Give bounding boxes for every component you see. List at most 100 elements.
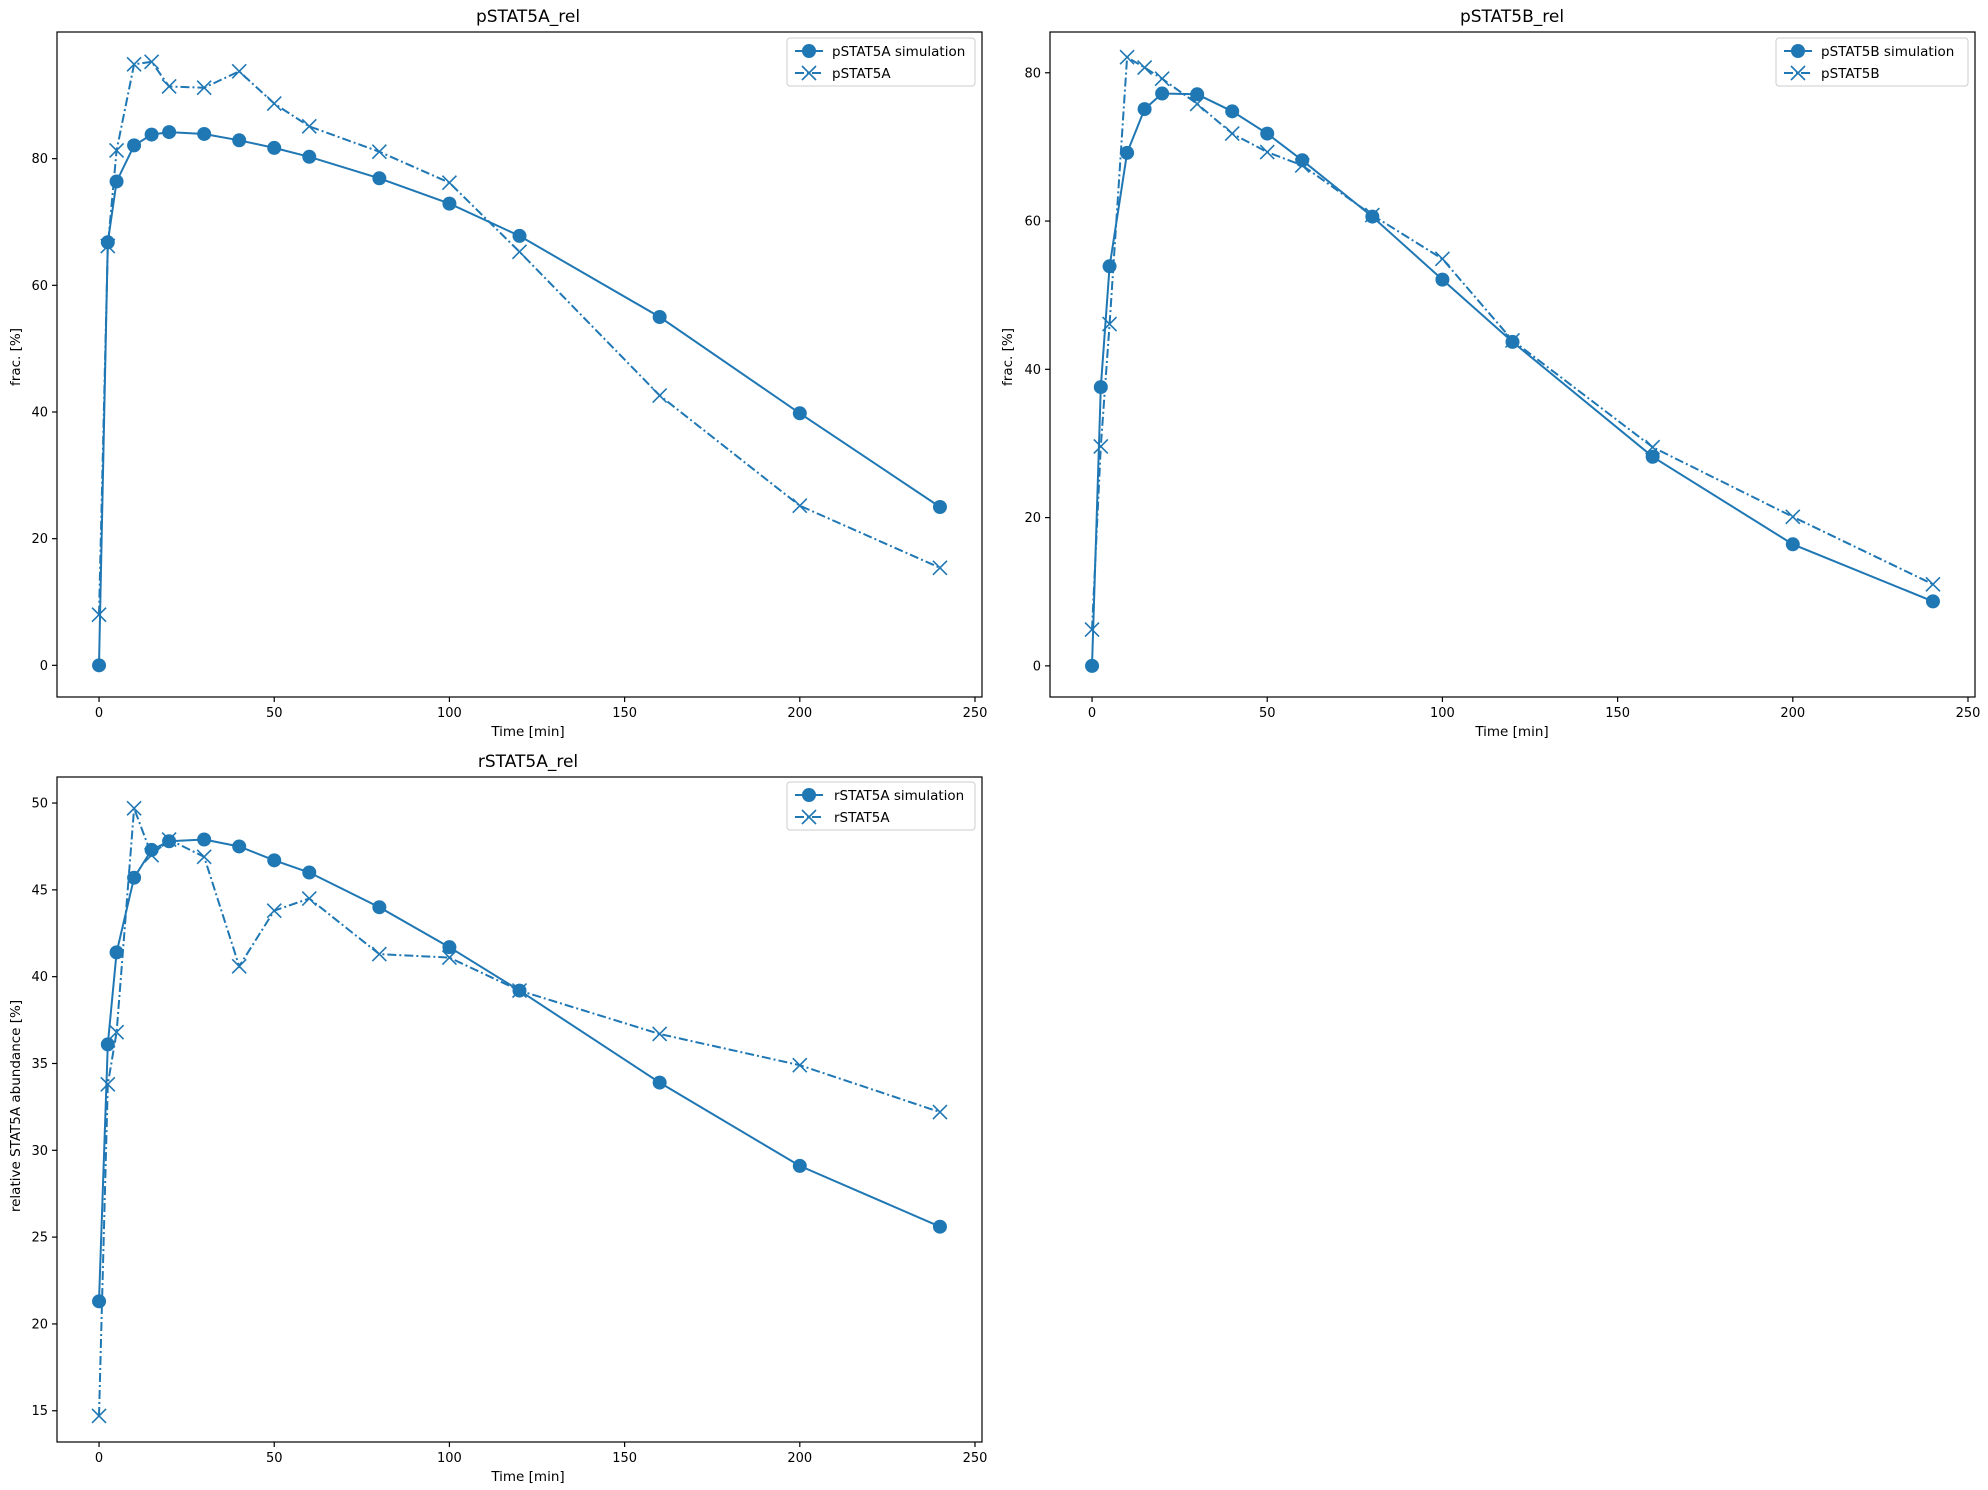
data-point-measured: [108, 142, 125, 158]
data-point-measured: [511, 244, 528, 260]
data-point-simulation: [512, 228, 527, 243]
data-point-simulation: [1645, 449, 1660, 464]
data-point-simulation: [1137, 102, 1152, 117]
x-axis-label: Time [min]: [490, 1469, 564, 1485]
data-point-simulation: [302, 865, 317, 880]
data-point-simulation: [932, 500, 947, 514]
y-tick-label: 50: [31, 797, 48, 812]
x-tick-label: 0: [95, 706, 103, 721]
subplot-pstat5a-rel: pSTAT5A_rel Time [min] frac. [%] pSTAT5A…: [8, 7, 987, 740]
x-tick-label: 50: [1259, 706, 1276, 721]
x-tick-label: 250: [963, 1451, 988, 1466]
plot-frame: [56, 776, 983, 1443]
data-point-measured: [231, 63, 247, 79]
data-point-simulation: [162, 834, 177, 849]
data-point-simulation: [127, 870, 142, 885]
x-tick-label: 250: [963, 706, 988, 721]
legend-marker-simulation: [1791, 44, 1805, 58]
data-point-simulation: [1435, 272, 1450, 287]
x-tick-label: 50: [266, 706, 283, 721]
legend-entry-simulation: rSTAT5A simulation: [795, 788, 964, 804]
data-point-simulation: [302, 149, 317, 164]
series-line-data: [98, 807, 941, 1417]
data-point-measured: [161, 831, 177, 848]
y-tick-label: 0: [40, 659, 48, 674]
legend-box: [1775, 37, 1969, 87]
data-point-simulation: [1155, 86, 1170, 101]
legend-label-data: pSTAT5A: [832, 66, 891, 82]
chart-title: pSTAT5A_rel: [476, 7, 580, 27]
y-tick-label: 80: [31, 152, 48, 167]
data-point-measured: [371, 946, 387, 962]
data-point-measured: [1645, 439, 1661, 455]
y-axis-label: relative STAT5A abundance [%]: [8, 1000, 24, 1212]
plot-area: [91, 54, 948, 673]
y-tick-label: 40: [31, 970, 48, 985]
legend-label-simulation: pSTAT5A simulation: [832, 44, 965, 60]
data-point-measured: [196, 849, 212, 865]
data-point-measured: [371, 144, 387, 160]
data-point-measured: [1925, 576, 1941, 592]
data-point-simulation: [1365, 209, 1380, 224]
data-point-measured: [231, 958, 247, 974]
series-line-simulation: [98, 131, 941, 666]
legend-entry-data: pSTAT5B: [1784, 65, 1880, 82]
data-point-measured: [1259, 144, 1275, 160]
legend-marker-simulation: [802, 788, 816, 802]
data-point-simulation: [100, 235, 115, 250]
data-point-simulation: [652, 310, 667, 324]
data-point-simulation: [1190, 87, 1205, 102]
x-tick-label: 150: [612, 706, 637, 721]
data-point-simulation: [144, 127, 159, 142]
data-point-simulation: [232, 839, 247, 854]
legend-marker-data: [1790, 65, 1806, 81]
y-tick-label: 40: [1024, 363, 1041, 378]
data-point-measured: [441, 175, 457, 191]
y-tick-label: 20: [31, 532, 48, 547]
x-tick-label: 0: [95, 1451, 103, 1466]
legend-marker-data: [801, 65, 817, 81]
x-tick-label: 200: [787, 706, 812, 721]
data-point-measured: [301, 118, 317, 134]
data-point-measured: [1294, 157, 1310, 174]
legend-label-data: rSTAT5A: [834, 810, 890, 826]
x-axis-label: Time [min]: [1474, 724, 1548, 740]
data-point-simulation: [127, 138, 142, 153]
data-point-simulation: [197, 126, 212, 141]
data-point-measured: [1504, 332, 1521, 348]
x-tick-label: 150: [1605, 706, 1630, 721]
series-line-data: [98, 60, 941, 615]
data-point-simulation: [792, 406, 807, 421]
data-point-measured: [100, 1076, 116, 1092]
data-point-simulation: [232, 133, 247, 148]
x-tick-label: 200: [787, 1451, 812, 1466]
data-point-simulation: [1085, 658, 1100, 673]
data-point-simulation: [267, 853, 282, 868]
plot-frame: [1049, 31, 1976, 698]
data-point-simulation: [100, 1037, 115, 1052]
data-point-measured: [1101, 316, 1118, 332]
data-point-measured: [932, 1104, 948, 1120]
subplot-rstat5a-rel: rSTAT5A_rel Time [min] relative STAT5A a…: [8, 752, 987, 1485]
data-point-measured: [652, 387, 668, 404]
data-point-measured: [266, 96, 282, 112]
data-point-simulation: [267, 140, 282, 155]
y-tick-label: 20: [1024, 511, 1041, 526]
data-point-simulation: [109, 945, 124, 960]
data-point-simulation: [1225, 104, 1240, 119]
y-tick-label: 15: [31, 1404, 48, 1419]
plot-area: [91, 800, 948, 1424]
y-axis-label: frac. [%]: [1000, 328, 1016, 386]
y-tick-label: 45: [31, 883, 48, 898]
data-point-measured: [1364, 207, 1380, 223]
data-point-measured: [1119, 49, 1135, 65]
data-point-measured: [792, 498, 808, 514]
y-tick-label: 35: [31, 1057, 48, 1072]
chart-title: pSTAT5B_rel: [1460, 7, 1564, 27]
data-point-measured: [126, 800, 142, 816]
data-point-simulation: [442, 940, 457, 955]
data-point-measured: [144, 847, 160, 863]
plot-area: [1084, 49, 1941, 673]
legend-marker-simulation: [802, 44, 816, 58]
